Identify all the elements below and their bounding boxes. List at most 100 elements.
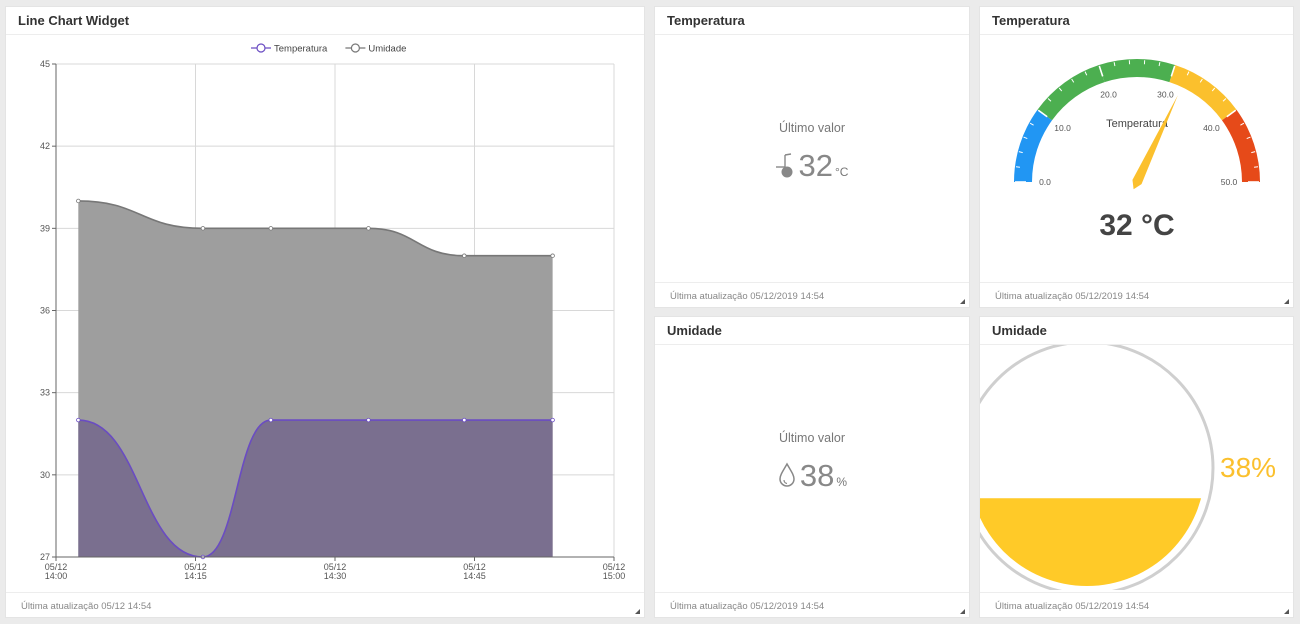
gauge-tick-label: 50.0 xyxy=(1221,177,1238,187)
gauge-band xyxy=(1098,59,1176,83)
footer-divider xyxy=(980,592,1293,593)
series-area-temperatura xyxy=(78,420,553,557)
chart-legend[interactable]: Temperatura Umidade xyxy=(251,43,406,55)
y-tick-label: 36 xyxy=(40,306,50,316)
legend-marker xyxy=(350,43,360,53)
gauge-tick xyxy=(1047,98,1052,102)
series-line-umidade xyxy=(78,200,553,257)
resize-handle[interactable] xyxy=(635,609,640,614)
gauge-tick-label: 30.0 xyxy=(1157,90,1174,100)
x-tick-label: 15:00 xyxy=(603,571,626,581)
widget-footer: Última atualização 05/12/2019 14:54 xyxy=(995,601,1150,612)
title-divider xyxy=(980,344,1293,345)
gauge-tick-label: 0.0 xyxy=(1039,177,1051,187)
y-tick-label: 30 xyxy=(40,470,50,480)
gauge-tick xyxy=(1071,78,1075,83)
data-point xyxy=(200,226,206,231)
gauge-tick xyxy=(1226,109,1237,118)
title-divider xyxy=(6,34,644,35)
data-point xyxy=(268,226,274,231)
y-tick-label: 45 xyxy=(40,59,50,69)
footer-divider xyxy=(6,592,644,593)
gauge-label: Temperatura xyxy=(1106,118,1169,130)
title-divider xyxy=(655,34,969,35)
data-point xyxy=(462,253,467,258)
temp-value-card: Temperatura Último valor 32 °C Última atu… xyxy=(654,6,970,308)
x-tick-label: 05/12 xyxy=(603,562,626,572)
gauge-tick xyxy=(1098,65,1104,77)
widget-title: Temperatura xyxy=(992,13,1070,28)
resize-handle[interactable] xyxy=(1284,299,1289,304)
gauge-tick xyxy=(1254,166,1259,168)
temperature-gauge: 0.0 10.0 20.0 30.0 40.0 50.0 Temperatura 32 °… xyxy=(1014,59,1260,242)
gauge-tick xyxy=(1222,98,1227,102)
gauge-tick xyxy=(1113,62,1116,67)
gauge-needle xyxy=(1132,95,1178,190)
temp-gauge-widget: Temperatura 0.0 10.0 20.0 30.0 40.0 50.0 Temp… xyxy=(979,6,1294,308)
resize-handle[interactable] xyxy=(960,299,965,304)
data-point xyxy=(268,417,274,423)
footer-divider xyxy=(980,282,1293,283)
widget-title: Temperatura xyxy=(667,13,745,28)
widget-footer: Última atualização 05/12/2019 14:54 xyxy=(670,601,825,612)
gauge-tick xyxy=(1018,151,1023,154)
y-tick-label: 27 xyxy=(40,552,50,562)
footer-divider xyxy=(655,282,969,283)
humid-unit: % xyxy=(836,475,848,489)
line-chart: 2730333639424505/1214:0005/1214:1505/121… xyxy=(40,43,625,581)
title-divider xyxy=(655,344,969,345)
temp-value-display: 32 °C xyxy=(655,150,969,188)
data-point xyxy=(550,417,555,423)
gauge-tick xyxy=(1246,136,1251,140)
x-tick-label: 14:00 xyxy=(45,571,68,581)
y-tick-label: 33 xyxy=(40,388,50,398)
gauge-tick-label: 40.0 xyxy=(1203,123,1220,133)
widget-footer: Última atualização 05/12 14:54 xyxy=(21,601,152,612)
legend-marker xyxy=(256,43,266,53)
gauge-tick xyxy=(1211,87,1216,92)
x-tick-label: 05/12 xyxy=(324,562,347,572)
x-tick-label: 05/12 xyxy=(45,562,68,572)
humid-level-widget: Umidade 38% Última atualização 05/12/201… xyxy=(979,316,1294,618)
resize-handle[interactable] xyxy=(960,609,965,614)
data-point xyxy=(550,253,555,258)
chart-areas xyxy=(78,200,553,557)
gauge-tick xyxy=(1015,166,1020,168)
gauge-tick xyxy=(1199,78,1203,83)
legend-item-temperatura[interactable]: Temperatura xyxy=(274,44,328,55)
gauge-tick xyxy=(1037,109,1048,118)
widget-title: Line Chart Widget xyxy=(18,13,130,28)
gauge-tick xyxy=(1158,62,1161,67)
gauge-tick xyxy=(1186,71,1190,76)
chart-axes: 2730333639424505/1214:0005/1214:1505/121… xyxy=(40,59,625,581)
x-tick-label: 05/12 xyxy=(463,562,486,572)
level-value: 38% xyxy=(1220,452,1277,483)
widget-footer: Última atualização 05/12/2019 14:54 xyxy=(995,291,1150,302)
widget-title: Umidade xyxy=(992,323,1047,338)
last-value-label: Último valor xyxy=(779,121,845,135)
footer-divider xyxy=(655,592,969,593)
gauge-band xyxy=(1221,109,1260,183)
data-point xyxy=(366,226,371,231)
gauge-band xyxy=(1169,65,1237,121)
gauge-tick-label: 20.0 xyxy=(1100,90,1117,100)
widget-footer: Última atualização 05/12/2019 14:54 xyxy=(670,291,825,302)
gauge-value: 32 °C xyxy=(1099,209,1174,242)
gauge-tick xyxy=(1240,122,1245,126)
gauge-tick xyxy=(1023,136,1028,140)
temp-unit: °C xyxy=(835,165,849,179)
data-point xyxy=(76,198,81,204)
gauge-tick xyxy=(1084,71,1088,76)
resize-handle[interactable] xyxy=(1284,609,1289,614)
x-tick-label: 05/12 xyxy=(184,562,207,572)
title-divider xyxy=(980,34,1293,35)
level-fill xyxy=(980,498,1205,586)
chart-points xyxy=(76,198,555,560)
last-value-label: Último valor xyxy=(779,431,845,445)
y-tick-label: 39 xyxy=(40,223,50,233)
data-point xyxy=(462,417,467,423)
gauge-bands xyxy=(1014,59,1260,183)
gauge-tick xyxy=(1058,87,1063,92)
gauge-tick xyxy=(1251,151,1256,154)
legend-item-umidade[interactable]: Umidade xyxy=(368,44,406,55)
